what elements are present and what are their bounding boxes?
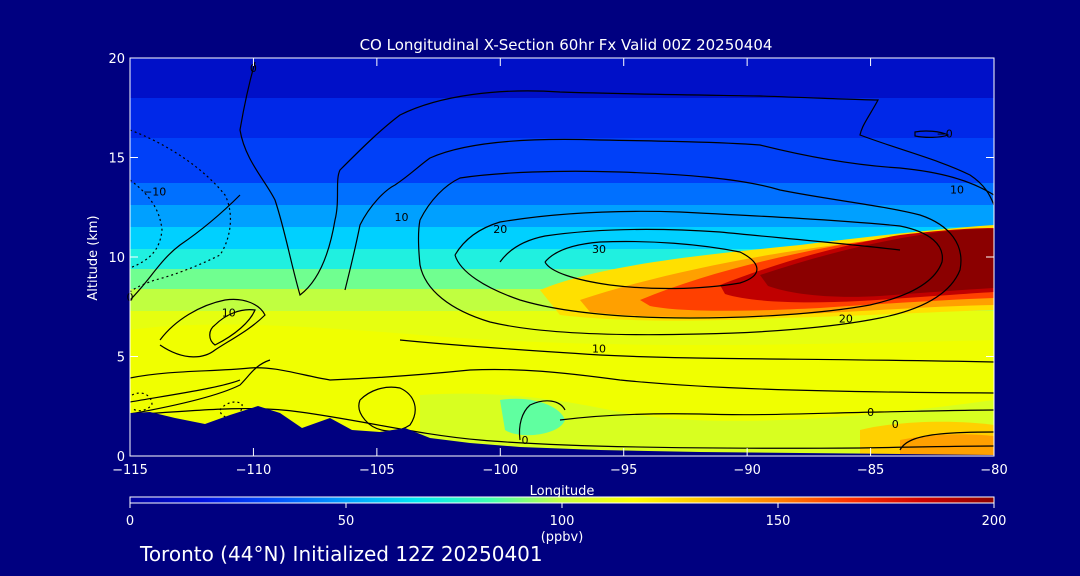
- terrain: [130, 406, 994, 456]
- contour-line: [899, 431, 994, 451]
- field-band: [900, 434, 994, 456]
- field-band: [500, 398, 565, 436]
- contour-line-negative: [130, 129, 231, 293]
- contour-line: [159, 298, 266, 358]
- y-tick-label: 20: [108, 52, 125, 67]
- field-band: [420, 393, 994, 456]
- field-band: [130, 227, 994, 249]
- y-axis-label: Altitude (km): [86, 215, 101, 300]
- colorbar-tick-label: 50: [338, 514, 355, 529]
- field-band: [130, 183, 994, 205]
- x-tick-label: −90: [733, 463, 760, 478]
- x-tick-label: −95: [610, 463, 637, 478]
- contour-label: 0: [892, 418, 899, 431]
- contour-line-negative: [130, 179, 163, 269]
- contour-line: [358, 386, 416, 432]
- colorbar-bar: [129, 496, 995, 504]
- field-band: [130, 205, 994, 227]
- contour-line: [518, 400, 566, 441]
- contour-line: [130, 367, 994, 394]
- plot-area: [130, 58, 994, 456]
- contour-label: 10: [222, 307, 236, 320]
- x-tick-label: −105: [359, 463, 395, 478]
- x-axis-label: Longitude: [530, 484, 595, 499]
- x-tick-label: −100: [482, 463, 518, 478]
- contour-label: 20: [493, 223, 507, 236]
- contour-line: [544, 240, 758, 290]
- contour-label: 30: [592, 243, 606, 256]
- contour-label: 0: [250, 62, 257, 75]
- y-tick-label: 15: [108, 152, 125, 167]
- contour-lines: [130, 61, 994, 451]
- contour-label: 10: [592, 343, 606, 356]
- contour-line: [559, 409, 994, 421]
- contour-line: [239, 61, 994, 297]
- colorbar-tick-label: 100: [550, 514, 575, 529]
- colorbar-label: (ppbv): [541, 530, 584, 545]
- contour-line: [399, 339, 994, 363]
- y-tick-label: 0: [117, 450, 125, 465]
- colorbar-tick-label: 0: [126, 514, 134, 529]
- contour-line: [454, 210, 943, 319]
- colorbar-ticks: 0 50 100 150 200: [126, 503, 1007, 529]
- contour-label: 0: [867, 406, 874, 419]
- y-axis: 0 5 10 15 20: [108, 52, 994, 465]
- contour-line: [499, 228, 901, 263]
- contour-line: [130, 359, 271, 415]
- field-band: [130, 98, 994, 138]
- contour-label: −10: [143, 185, 166, 198]
- contour-line: [344, 138, 994, 291]
- contour-label: 20: [839, 313, 853, 326]
- x-tick-label: −115: [112, 463, 148, 478]
- contour-label: 10: [950, 183, 964, 196]
- contour-label: −0: [937, 128, 953, 141]
- x-axis: −115 −110 −105 −100 −95 −90 −85 −80: [112, 58, 1008, 478]
- contour-line: [417, 170, 962, 336]
- contour-line: [209, 309, 256, 346]
- colorbar-tick-label: 200: [982, 514, 1007, 529]
- co-plume-max: [760, 229, 994, 297]
- contour-line: [130, 194, 241, 301]
- contour-label: 10: [395, 211, 409, 224]
- x-tick-label: −85: [857, 463, 884, 478]
- footer-caption: Toronto (44°N) Initialized 12Z 20250401: [140, 542, 543, 566]
- chart-title: CO Longitudinal X-Section 60hr Fx Valid …: [360, 36, 773, 54]
- y-tick-label: 5: [117, 351, 125, 366]
- contour-label: 0: [521, 434, 528, 447]
- contour-line: [130, 379, 241, 403]
- colorbar: 0 50 100 150 200 (ppbv): [126, 496, 1007, 545]
- x-tick-label: −110: [236, 463, 272, 478]
- y-tick-label: 10: [108, 251, 125, 266]
- field-band: [130, 58, 994, 98]
- field-band: [130, 138, 994, 183]
- colorbar-tick-label: 150: [766, 514, 791, 529]
- contour-line: [914, 130, 950, 138]
- x-tick-label: −80: [980, 463, 1007, 478]
